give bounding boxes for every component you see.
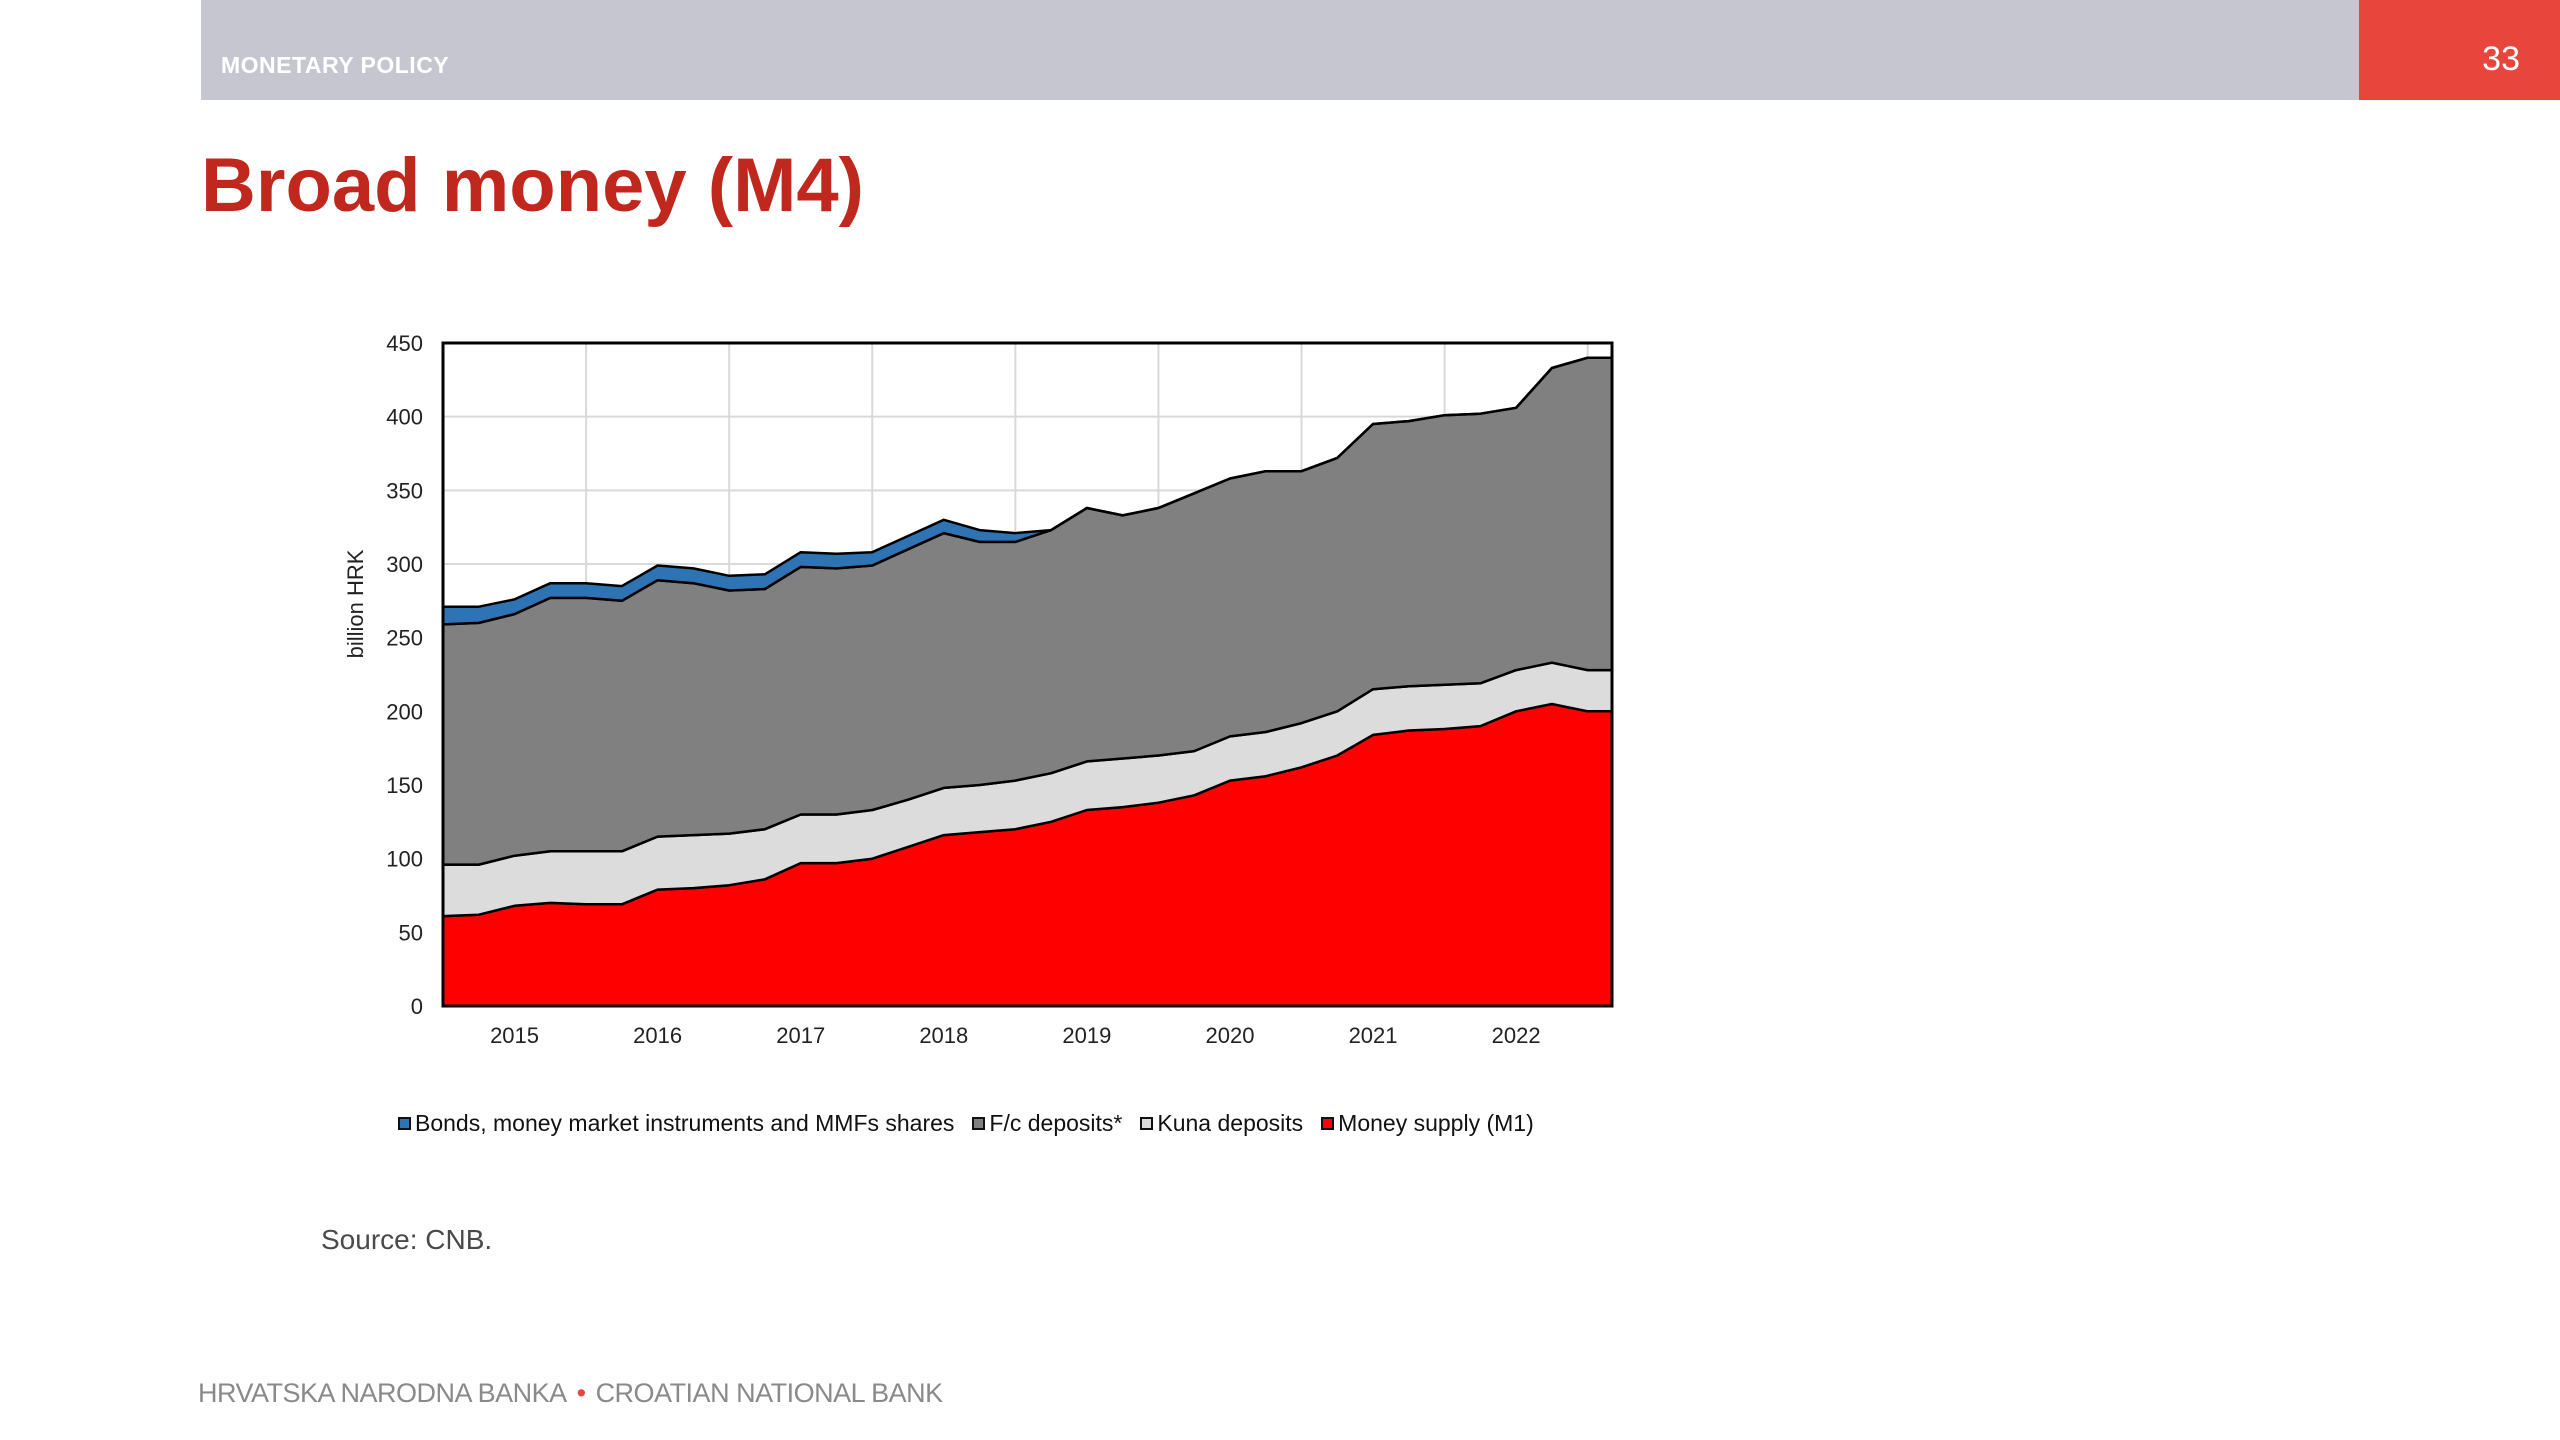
y-tick-label: 450	[386, 331, 423, 356]
x-tick-label: 2016	[633, 1023, 682, 1048]
y-tick-label: 150	[386, 773, 423, 798]
x-tick-label: 2015	[490, 1023, 539, 1048]
legend-label-money-supply: Money supply (M1)	[1338, 1109, 1534, 1136]
legend-label-bonds: Bonds, money market instruments and MMFs…	[415, 1109, 955, 1136]
x-tick-label: 2018	[919, 1023, 968, 1048]
section-label: MONETARY POLICY	[221, 52, 450, 78]
y-tick-label: 350	[386, 478, 423, 503]
y-tick-label: 0	[411, 994, 423, 1019]
y-tick-label: 250	[386, 626, 423, 651]
footer-separator: •	[576, 1378, 586, 1408]
x-tick-label: 2020	[1205, 1023, 1254, 1048]
plot-frame	[441, 341, 1614, 1008]
y-tick-label: 100	[386, 847, 423, 872]
legend-label-kuna-deposits: Kuna deposits	[1157, 1109, 1304, 1136]
chart-legend: Bonds, money market instruments and MMFs…	[398, 1108, 1534, 1138]
header-band	[201, 0, 2360, 100]
area-series-bonds	[441, 356, 1614, 626]
page-number-box: 33	[2359, 0, 2560, 100]
page-number: 33	[2482, 40, 2520, 78]
y-tick-label: 200	[386, 699, 423, 724]
legend-item-bonds: Bonds, money market instruments and MMFs…	[398, 1110, 954, 1137]
x-tick-label: 2017	[776, 1023, 825, 1048]
x-tick-label: 2021	[1349, 1023, 1398, 1048]
chart-axes: 0 50 100 150 200 250 300 350 400 450 2015 2016 2017 2…	[386, 331, 1540, 1048]
legend-item-fc-deposits: F/c deposits*	[972, 1110, 1122, 1137]
y-tick-label: 400	[386, 405, 423, 430]
legend-swatch-fc-deposits	[972, 1116, 986, 1130]
footer: HRVATSKA NARODNA BANKA • CROATIAN NATIONAL…	[198, 1378, 943, 1409]
source-note: Source: CNB.	[321, 1224, 493, 1255]
chart-areas	[441, 356, 1614, 1008]
page-title: Broad money (M4)	[201, 143, 864, 228]
legend-swatch-kuna-deposits	[1140, 1116, 1154, 1130]
y-axis-label: billion HRK	[343, 549, 368, 658]
y-tick-label: 300	[386, 552, 423, 577]
x-tick-label: 2019	[1062, 1023, 1111, 1048]
legend-swatch-money-supply	[1321, 1116, 1335, 1130]
legend-item-kuna-deposits: Kuna deposits	[1140, 1110, 1303, 1137]
footer-right: CROATIAN NATIONAL BANK	[595, 1378, 944, 1408]
legend-label-fc-deposits: F/c deposits*	[989, 1109, 1123, 1136]
footer-left: HRVATSKA NARODNA BANKA	[198, 1378, 567, 1408]
legend-item-money-supply: Money supply (M1)	[1321, 1110, 1534, 1137]
legend-swatch-bonds	[398, 1116, 411, 1130]
x-tick-label: 2022	[1492, 1023, 1541, 1048]
y-tick-label: 50	[399, 920, 423, 945]
